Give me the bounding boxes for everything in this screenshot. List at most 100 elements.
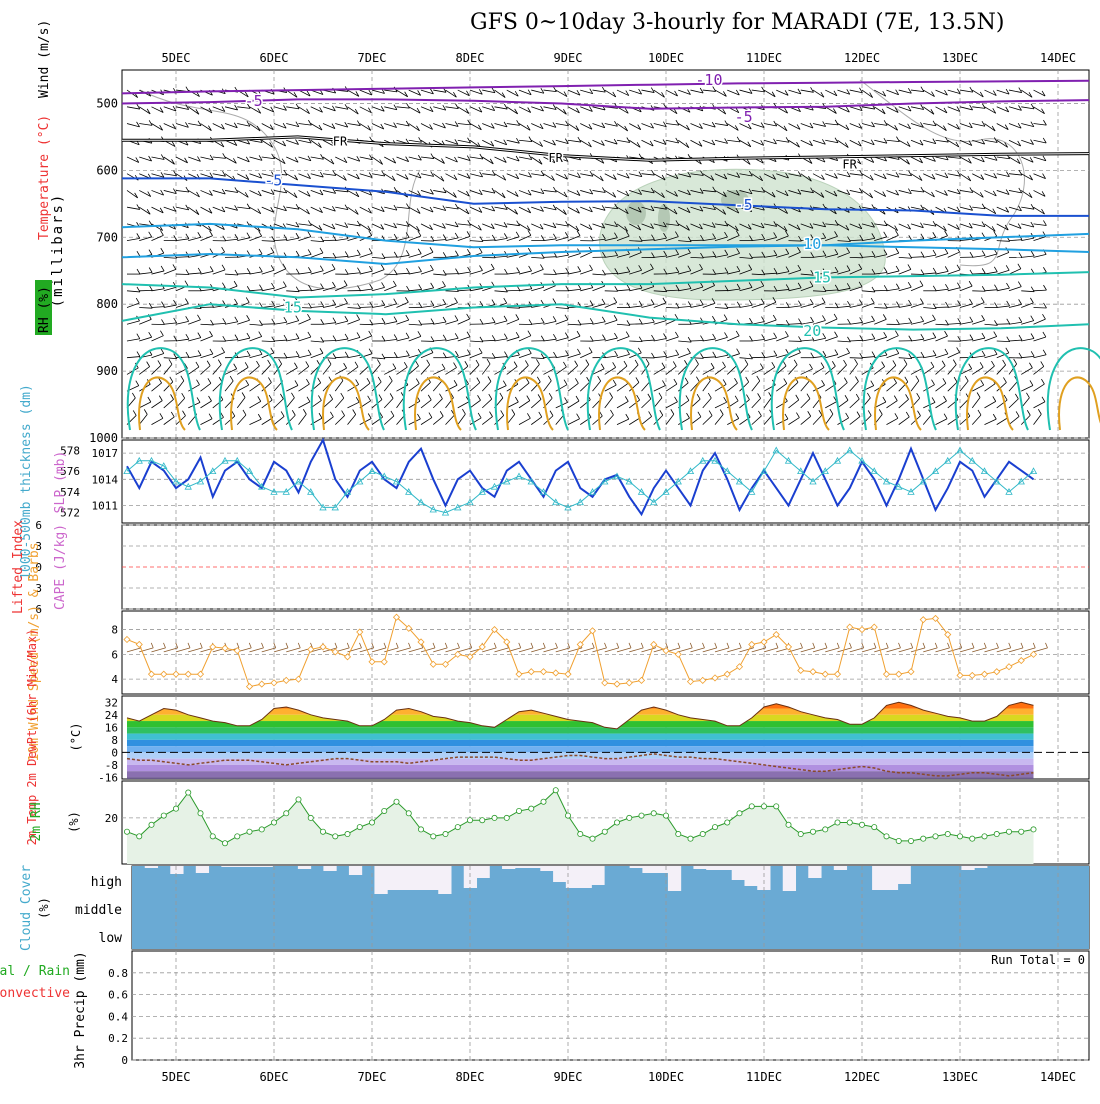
wind-barb: [455, 351, 458, 356]
wind-barb: [1021, 238, 1034, 240]
wind-barb: [673, 361, 676, 366]
wind-barb: [896, 348, 899, 353]
wind-barb: [418, 249, 421, 254]
wind-barb: [335, 339, 348, 341]
wind-barb: [360, 157, 373, 160]
wind-barb: [969, 364, 972, 369]
wind-barb: [299, 140, 312, 143]
wind-barb: [176, 321, 189, 324]
wind-barb: [666, 355, 679, 358]
wind-barb: [1034, 224, 1047, 226]
wind-barb: [811, 353, 814, 358]
rh2m-line-point: [504, 815, 509, 820]
rh2m-line-point: [639, 813, 644, 818]
wind-barb: [1034, 124, 1047, 126]
wind-barb: [985, 354, 998, 357]
wind-barb: [871, 381, 874, 386]
rh2m-line-point: [394, 799, 399, 804]
wind-barb: [262, 288, 275, 291]
wind-barb: [565, 315, 568, 320]
wind-barb: [789, 400, 799, 408]
isotherm-teal: [122, 304, 1089, 329]
wind-barb: [531, 364, 539, 374]
wind-barb: [397, 356, 410, 358]
cloud-unit: (%): [37, 897, 51, 919]
wind-barb: [1030, 380, 1033, 385]
wind10m-barb: [825, 643, 827, 648]
wind-barb: [773, 315, 776, 320]
wind-barb: [577, 414, 580, 419]
wind10m-barb: [1046, 643, 1048, 648]
pressure-tick-label: 1000: [89, 431, 118, 445]
wind10m-barb: [923, 648, 937, 652]
wind10m-barb: [936, 648, 950, 652]
wind10m-line-point: [896, 671, 902, 677]
wind-barb: [250, 384, 261, 391]
wind-barb: [519, 418, 530, 424]
wind-barb: [703, 357, 716, 358]
wind-barb: [348, 207, 359, 214]
wind10m-barb: [433, 648, 447, 652]
wind-barb: [378, 377, 381, 382]
cloud-gap: [298, 866, 311, 869]
wind-barb: [972, 256, 985, 258]
wind-barb: [953, 360, 956, 365]
wind-barb: [455, 233, 458, 238]
wind10m-line-point: [639, 677, 645, 683]
wind-barb: [749, 318, 752, 323]
wind-barb: [529, 319, 532, 324]
top-day-label: 12DEC: [844, 51, 880, 65]
wind10m-barb: [801, 643, 803, 648]
wind-barb: [160, 230, 163, 235]
wind-barb: [691, 305, 704, 308]
wind-barb: [237, 124, 250, 127]
wind-barb: [844, 378, 847, 383]
wind-barb: [139, 402, 151, 408]
wind-barb: [601, 364, 604, 369]
wind-barb: [188, 273, 201, 274]
wind-barb: [617, 401, 628, 408]
wind10m-line-point: [149, 671, 155, 677]
wind-barb: [727, 140, 740, 142]
wind-barb: [207, 361, 210, 366]
wind-barb: [213, 365, 222, 375]
wind-barb: [593, 286, 605, 291]
wind-barb: [825, 337, 837, 341]
wind-barb: [957, 347, 960, 352]
wind-barb: [247, 315, 250, 320]
wind-barb: [642, 90, 655, 92]
wind-barb: [406, 204, 409, 209]
rh2m-line-point: [333, 834, 338, 839]
rh2m-line-point: [627, 815, 632, 820]
wind10m-barb: [433, 643, 435, 648]
wind-barb: [381, 265, 384, 270]
wind-barb: [752, 322, 765, 325]
wind-barb: [874, 367, 884, 375]
wind-barb: [489, 394, 492, 399]
wind10m-barb: [715, 648, 729, 652]
wind-barb: [519, 289, 532, 291]
wind-barb: [259, 249, 262, 254]
wind-barb: [152, 307, 165, 308]
wind-barb: [360, 336, 372, 341]
wind-barb: [666, 337, 678, 341]
wind10m-barb: [813, 648, 827, 652]
wind-barb: [262, 400, 272, 408]
wind10m-barb: [544, 648, 558, 652]
wind-barb: [430, 247, 433, 252]
wind10m-barb: [397, 648, 411, 652]
wind-barb: [758, 393, 761, 398]
wind-barb: [972, 124, 985, 127]
wind-barb: [320, 248, 323, 253]
rh2m-line-point: [798, 831, 803, 836]
rh2m-line-point: [222, 841, 227, 846]
wind-barb: [590, 265, 593, 270]
run-total-annotation: Run Total = 0: [991, 953, 1085, 967]
wind-barb: [1043, 285, 1046, 290]
wind-barb: [323, 269, 335, 274]
wind-barb: [357, 250, 360, 255]
rh2m-line-point: [835, 820, 840, 825]
legend-rh: RH (%): [37, 286, 52, 333]
wind-barb: [308, 249, 311, 254]
wind-barb: [899, 323, 912, 324]
